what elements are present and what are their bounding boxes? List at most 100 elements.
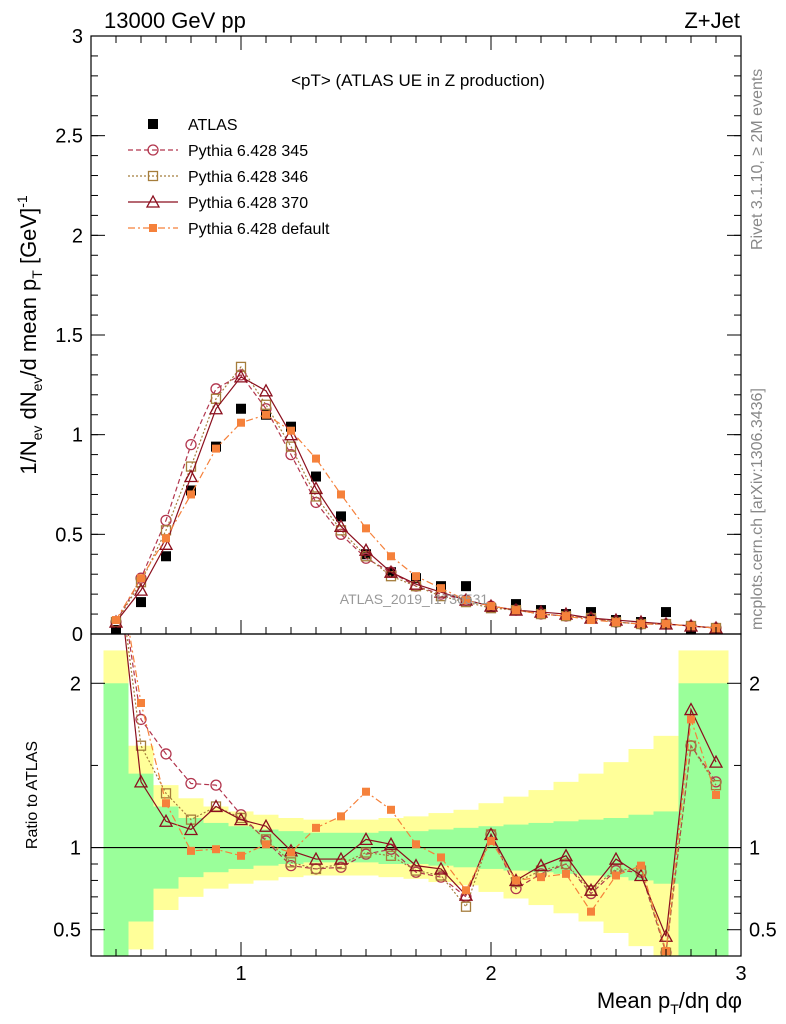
ratio-point-p370: [583, 882, 599, 896]
point-pdef: [637, 620, 645, 629]
ratio-point-p370: [658, 928, 674, 942]
point-pdef: [237, 418, 245, 427]
ratio-point-pdef: [387, 805, 395, 814]
point-pdef: [512, 606, 520, 615]
ratio-y-tick-label: 0.5: [53, 920, 81, 942]
ratio-point-pdef: [562, 869, 570, 878]
point-pdef: [287, 426, 295, 435]
point-pdef: [387, 552, 395, 561]
ratio-y-tick-label-right: 2: [749, 673, 760, 695]
legend-label-p346: Pythia 6.428 346: [188, 169, 308, 186]
ratio-point-pdef: [637, 861, 645, 870]
ratio-point-pdef: [362, 787, 370, 796]
point-p370: [233, 369, 249, 383]
legend-label-atlas: ATLAS: [188, 117, 238, 134]
point-p345: [285, 448, 297, 461]
point-pdef: [562, 612, 570, 621]
point-pdef: [112, 616, 120, 625]
legend-label-pdef: Pythia 6.428 default: [188, 221, 330, 238]
point-p370: [308, 481, 324, 495]
ratio-point-p370: [558, 848, 574, 862]
watermark: ATLAS_2019_I1736531: [340, 591, 489, 607]
point-atlas: [336, 511, 346, 522]
point-p370: [208, 401, 224, 415]
ratio-point-p370: [608, 851, 624, 865]
ratio-point-pdef: [462, 886, 470, 895]
ratio-y-tick-label-right: 1: [749, 838, 760, 860]
point-p345: [210, 383, 222, 395]
y-tick-label: 1: [72, 425, 83, 447]
point-p370: [133, 582, 149, 596]
point-p346: [285, 441, 297, 452]
ratio-point-p346: [385, 850, 397, 861]
point-atlas: [361, 549, 371, 560]
ratio-point-p346: [285, 857, 297, 868]
legend-marker-pdef: [149, 224, 157, 232]
point-pdef: [612, 618, 620, 627]
point-p370: [183, 469, 199, 483]
ratio-point-p370: [258, 818, 274, 832]
ratio-point-pdef: [162, 799, 170, 808]
x-tick-label: 1: [235, 963, 246, 985]
ratio-point-p345: [160, 748, 172, 760]
point-pdef: [212, 444, 220, 453]
ratio-point-p370: [708, 754, 724, 768]
ratio-point-p370: [458, 887, 474, 901]
ratio-point-pdef: [337, 812, 345, 821]
ratio-point-p345: [185, 777, 197, 790]
point-pdef: [487, 602, 495, 611]
ratio-point-pdef: [412, 840, 420, 849]
point-p370: [383, 564, 399, 578]
point-pdef: [537, 610, 545, 619]
ratio-point-pdef: [187, 846, 195, 855]
point-pdef: [137, 574, 145, 583]
ratio-point-p370: [358, 831, 374, 846]
x-tick-label: 3: [735, 963, 746, 985]
point-pdef: [587, 616, 595, 625]
point-p370: [333, 519, 349, 533]
ratio-panel-marks: [91, 634, 741, 956]
ratio-point-p370: [383, 836, 399, 850]
point-pdef: [337, 490, 345, 499]
point-pdef: [262, 410, 270, 419]
ratio-point-pdef: [687, 715, 695, 724]
point-atlas: [236, 403, 246, 414]
ratio-series-group: [91, 634, 741, 956]
ratio-point-p346: [435, 870, 447, 881]
legend-marker-p370: [145, 194, 161, 208]
ratio-point-p370: [433, 861, 449, 875]
y-tick-label: 0: [72, 624, 83, 646]
header-left: 13000 GeV pp: [104, 8, 246, 33]
point-p346: [360, 551, 372, 562]
ratio-point-pdef: [312, 823, 320, 832]
ratio-y-axis-label: Ratio to ATLAS: [24, 741, 41, 849]
point-pdef: [362, 524, 370, 533]
rivet-label: Rivet 3.1.10, ≥ 2M events: [749, 69, 766, 250]
y-tick-label: 3: [72, 26, 83, 48]
uncertainty-band-inner: [703, 683, 729, 956]
main-panel-marks: [108, 361, 724, 634]
ratio-point-pdef: [287, 848, 295, 857]
ratio-point-p345: [135, 713, 147, 726]
point-pdef: [412, 572, 420, 581]
mcplots-label: mcplots.cern.ch [arXiv:1306.3436]: [749, 388, 766, 630]
ratio-point-pdef: [512, 876, 520, 885]
ratio-point-pdef: [262, 840, 270, 849]
point-pdef: [437, 584, 445, 593]
ratio-y-tick-label: 2: [70, 673, 81, 695]
point-pdef: [312, 454, 320, 463]
legend-label-p345: Pythia 6.428 345: [188, 143, 308, 160]
header-right: Z+Jet: [684, 8, 740, 33]
point-pdef: [462, 596, 470, 605]
ratio-point-p345: [210, 779, 222, 791]
legend-marker-p346: [147, 170, 159, 182]
ratio-point-pdef: [437, 853, 445, 862]
main-series-group: [108, 361, 724, 634]
point-pdef: [162, 534, 170, 543]
ratio-point-pdef: [487, 837, 495, 845]
point-pdef: [187, 490, 195, 499]
point-pdef: [662, 620, 670, 629]
y-tick-label: 2.5: [55, 126, 83, 148]
point-p346: [260, 399, 272, 410]
